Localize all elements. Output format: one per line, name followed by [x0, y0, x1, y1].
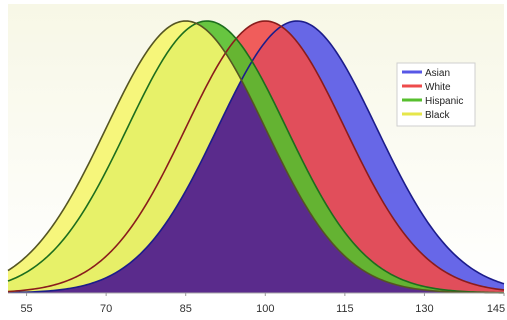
x-tick-label: 100	[256, 303, 274, 315]
x-tick-label: 85	[180, 303, 192, 315]
x-tick-label: 115	[336, 303, 354, 315]
legend: Asian White Hispanic Black	[396, 62, 476, 127]
legend-label-white: White	[425, 82, 451, 93]
legend-label-black: Black	[425, 110, 450, 121]
overlap-region	[8, 80, 504, 293]
overlap-area	[8, 80, 504, 293]
series-outlines	[7, 20, 505, 294]
legend-label-asian: Asian	[425, 68, 450, 79]
legend-label-hispanic: Hispanic	[425, 96, 463, 107]
x-tick-label: 130	[415, 303, 433, 315]
series-outline-white	[7, 20, 505, 293]
series-outline-hispanic	[7, 20, 505, 294]
x-tick-label: 145	[487, 303, 505, 315]
x-axis-ticks: 55 70 85 100 115 130 145	[20, 293, 505, 315]
series-outline-asian	[7, 20, 505, 294]
x-tick-label: 70	[100, 303, 112, 315]
x-tick-label: 55	[20, 303, 32, 315]
series-outline-black	[7, 20, 505, 294]
